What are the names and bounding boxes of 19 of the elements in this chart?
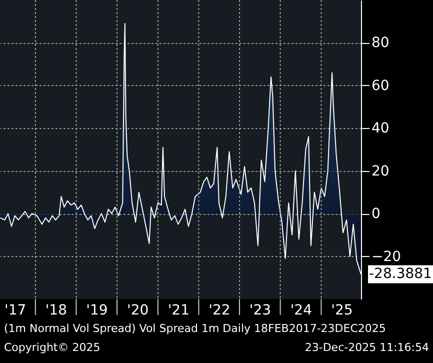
- y-tick-label: 20: [372, 163, 390, 180]
- x-tick-label: '24: [290, 302, 312, 318]
- text: (1m Normal Vol Spread) Vol Spread 1m Daily 18FEB2017-23DEC2025: [4, 322, 386, 335]
- y-tick-label: 60: [372, 78, 390, 94]
- x-tick-label: '23: [249, 302, 272, 318]
- x-tick-label: '22: [208, 302, 230, 318]
- y-tick-label: 40: [372, 120, 390, 137]
- x-tick-label: '18: [45, 302, 67, 318]
- x-tick-label: '21: [168, 302, 190, 318]
- annotation: -28.3881: [369, 266, 432, 282]
- text: 23-Dec-2025 11:16:54: [304, 341, 429, 354]
- y-tick-label: 0: [372, 206, 380, 222]
- x-tick-label: '19: [86, 302, 108, 318]
- y-tick-label: −20: [372, 248, 402, 265]
- y-tick-label: 80: [372, 35, 390, 52]
- x-tick-label: '17: [4, 302, 26, 318]
- x-tick-label: '25: [331, 302, 353, 318]
- text: Copyright© 2025: [4, 341, 100, 354]
- x-tick-label: '20: [127, 302, 149, 318]
